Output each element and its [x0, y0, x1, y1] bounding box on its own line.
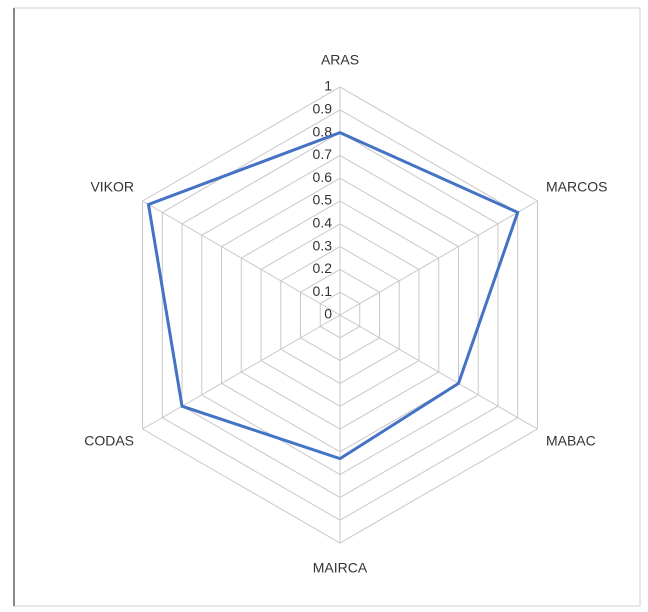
tick-label: 0.8: [313, 123, 333, 139]
spoke: [339, 314, 538, 430]
spoke: [339, 200, 538, 316]
tick-label: 0.1: [313, 283, 333, 299]
spoke: [142, 314, 341, 430]
category-label: MAIRCA: [313, 560, 368, 576]
category-label: ARAS: [321, 52, 359, 68]
tick-label: 0.6: [313, 169, 333, 185]
tick-label: 0.7: [313, 146, 333, 162]
category-label: MABAC: [546, 433, 596, 449]
tick-label: 0.9: [313, 101, 333, 117]
category-label: MARCOS: [546, 179, 607, 195]
tick-label: 0: [324, 306, 332, 322]
series-line: [146, 130, 520, 461]
spoke: [142, 200, 341, 316]
tick-label: 0.4: [313, 215, 333, 231]
tick-label: 0.2: [313, 260, 333, 276]
tick-label: 1: [324, 78, 332, 94]
category-label: CODAS: [84, 433, 134, 449]
tick-label: 0.5: [313, 192, 333, 208]
category-label: VIKOR: [90, 179, 134, 195]
tick-label: 0.3: [313, 237, 333, 253]
